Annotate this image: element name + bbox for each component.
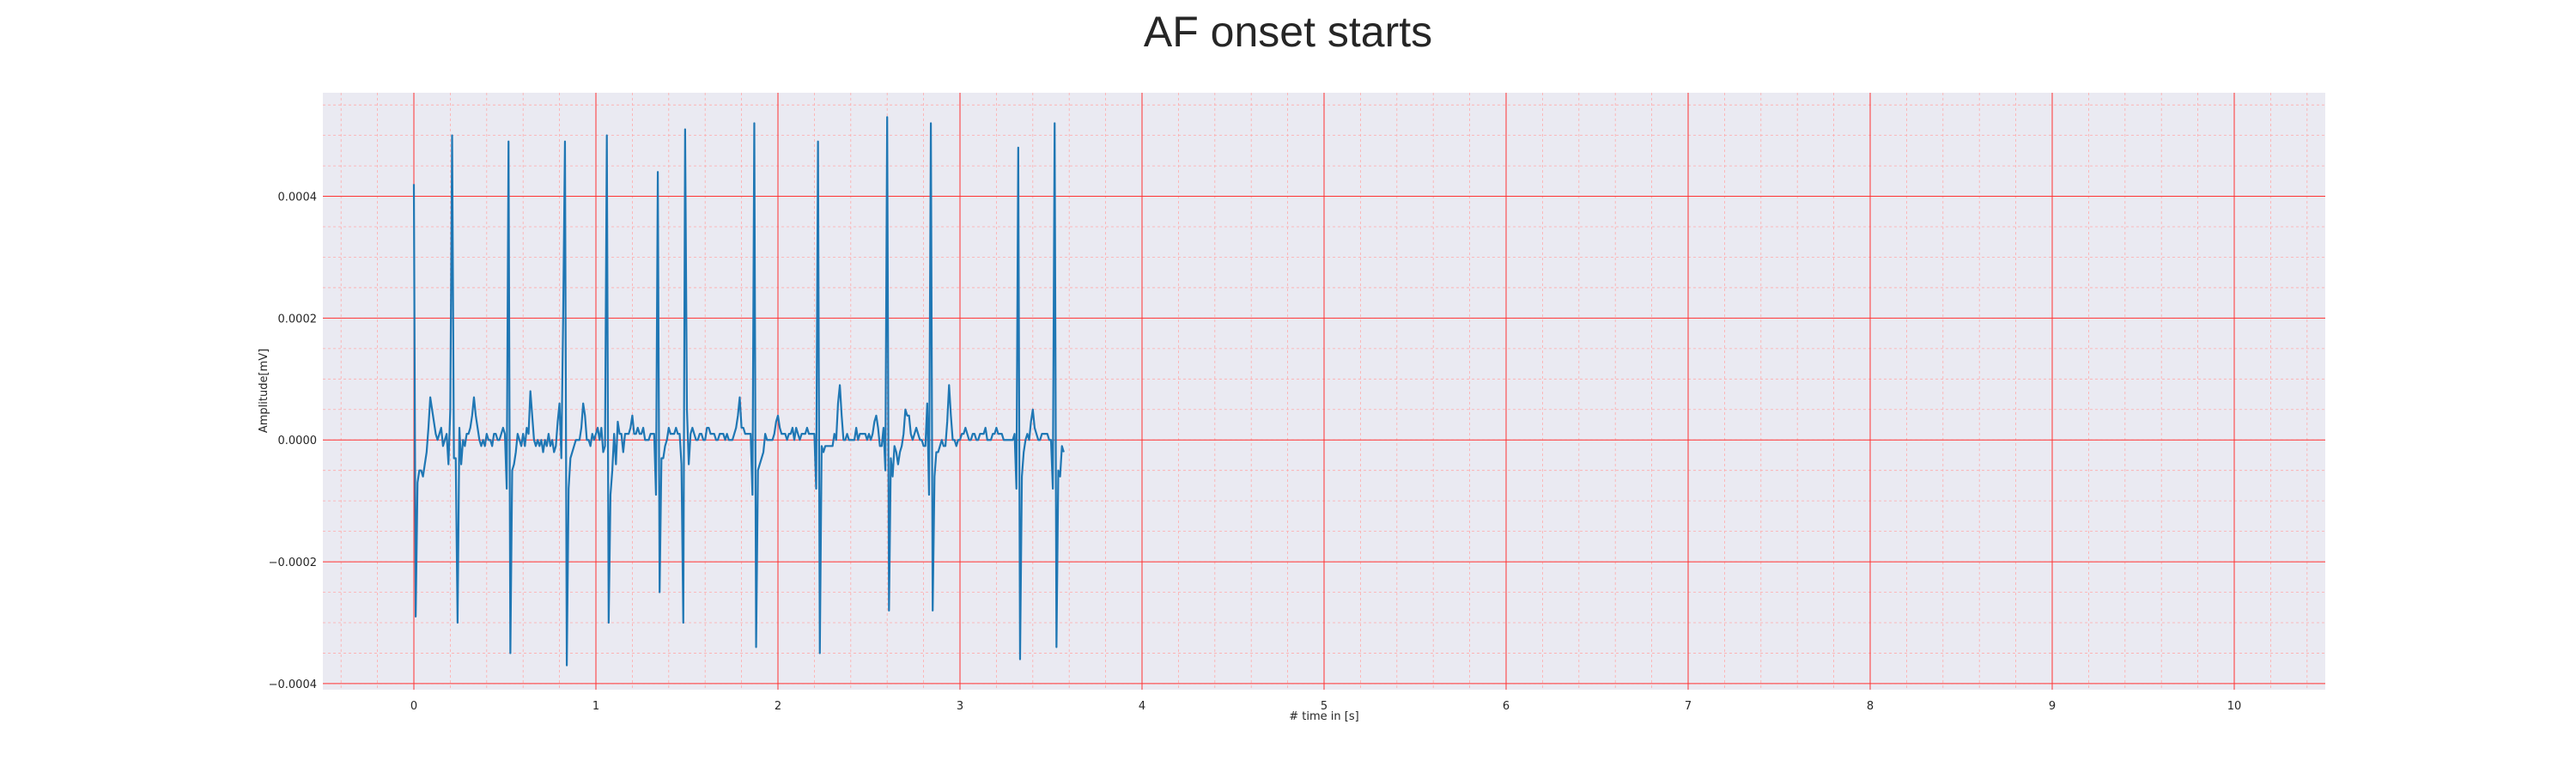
x-axis-ticks: 0 1 2 3 4 5 6 7 8 9 10 bbox=[410, 700, 2241, 713]
x-axis-label: # time in [s] bbox=[1289, 710, 1358, 723]
y-tick-label: 0.0000 bbox=[278, 435, 318, 447]
ecg-series-line bbox=[412, 116, 1065, 666]
y-tick-label: 0.0004 bbox=[278, 192, 318, 204]
x-tick-label: 3 bbox=[957, 700, 963, 713]
y-tick-label: −0.0002 bbox=[269, 557, 317, 569]
chart-title: AF onset starts bbox=[1144, 8, 1432, 56]
y-tick-label: 0.0002 bbox=[278, 313, 318, 326]
x-tick-label: 8 bbox=[1867, 700, 1874, 713]
x-tick-label: 4 bbox=[1139, 700, 1145, 713]
x-tick-label: 6 bbox=[1503, 700, 1510, 713]
y-axis-ticks: −0.0004 −0.0002 0.0000 0.0002 0.0004 bbox=[269, 192, 317, 691]
series-layer bbox=[412, 116, 1065, 666]
x-tick-label: 10 bbox=[2227, 700, 2242, 713]
x-tick-label: 2 bbox=[775, 700, 781, 713]
y-axis-label: Amplitude[mV] bbox=[258, 349, 270, 433]
x-tick-label: 5 bbox=[1321, 700, 1327, 713]
x-tick-label: 7 bbox=[1685, 700, 1692, 713]
x-tick-label: 1 bbox=[592, 700, 599, 713]
x-tick-label: 9 bbox=[2049, 700, 2056, 713]
x-tick-label: 0 bbox=[410, 700, 417, 713]
y-tick-label: −0.0004 bbox=[269, 679, 317, 691]
